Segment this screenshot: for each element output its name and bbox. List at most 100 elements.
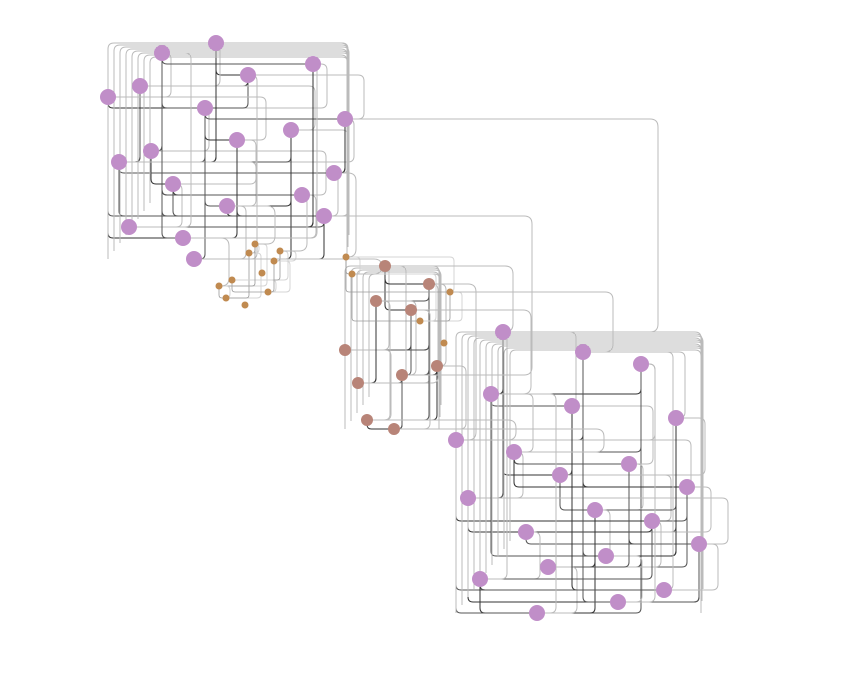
cluster-d-node (348, 270, 356, 278)
cluster-d-edge (352, 273, 437, 322)
cluster-a-node (219, 198, 235, 214)
cluster-a-edge (107, 97, 205, 109)
cluster-c-node (405, 304, 417, 316)
cluster-e-edge (514, 364, 642, 453)
cluster-d-edge (345, 257, 450, 293)
cluster-e-frame-edge (491, 393, 557, 614)
cluster-e-edge (456, 352, 584, 441)
cluster-c-node (370, 295, 382, 307)
cluster-e-node (656, 582, 672, 598)
cluster-b-node (270, 257, 278, 265)
cluster-a-edge (334, 119, 346, 174)
cluster-e-edge (480, 521, 653, 580)
cluster-a-node (283, 122, 299, 138)
cluster-c-node (388, 423, 400, 435)
cluster-a-node (111, 154, 127, 170)
cluster-e-frame-edge (503, 331, 577, 407)
cluster-e-node (587, 502, 603, 518)
cluster-e-edge (491, 332, 504, 395)
cluster-e-node (610, 594, 626, 610)
cluster-b-node (241, 301, 249, 309)
cluster-e-node (472, 571, 488, 587)
cluster-e-node (529, 605, 545, 621)
cluster-e-node (621, 456, 637, 472)
cluster-a-node (186, 251, 202, 267)
cluster-a-edge (150, 151, 173, 185)
cluster-e-edge (548, 464, 630, 568)
cluster-c-edge (384, 266, 429, 285)
cluster-a-bracket-edge (119, 46, 350, 243)
cluster-c-edge (376, 284, 430, 302)
cluster-c-bracket-edge (350, 267, 441, 421)
cluster-a-node (208, 35, 224, 51)
cluster-b-edge (231, 280, 268, 293)
cluster-e-frame-edge (664, 543, 719, 591)
cluster-c-bracket-edge (356, 269, 442, 413)
cluster-e-frame-edge (618, 363, 656, 603)
cluster-e-frame-edge (468, 497, 729, 545)
cluster-d-node (416, 317, 424, 325)
cluster-a-edge (161, 53, 302, 196)
cluster-e-frame-edge (491, 393, 534, 453)
cluster-b-node (258, 269, 266, 277)
cluster-c-edge (384, 266, 429, 285)
cluster-a-frame-edge (205, 63, 328, 109)
inter-cluster-edge (367, 419, 517, 441)
cluster-a-edge (227, 130, 292, 207)
cluster-a-node (100, 89, 116, 105)
cluster-e-edge (467, 498, 618, 603)
cluster-b-edge (268, 261, 275, 293)
inter-cluster-edge (394, 428, 605, 453)
cluster-e-edge (559, 475, 595, 511)
cluster-e-bracket-edge (485, 341, 704, 573)
cluster-b-edge (226, 253, 250, 299)
cluster-b-edge (218, 286, 226, 299)
cluster-c-edge (358, 301, 377, 384)
cluster-e-frame-edge (572, 405, 654, 465)
cluster-c-node (379, 260, 391, 272)
cluster-c-frame-edge (367, 300, 391, 421)
cluster-e-node (691, 536, 707, 552)
cluster-e-bracket-edge (503, 347, 704, 549)
inter-cluster-edge (385, 265, 514, 333)
cluster-c-frame-edge (394, 309, 431, 430)
cluster-e-bracket-edge (479, 339, 703, 581)
cluster-b-node (245, 249, 253, 257)
cluster-d-node (342, 253, 350, 261)
cluster-a-node (294, 187, 310, 203)
cluster-e-edge (467, 498, 526, 533)
cluster-e-node (564, 398, 580, 414)
cluster-c-node (361, 414, 373, 426)
cluster-e-node (575, 344, 591, 360)
cluster-c-bracket-edge (344, 265, 440, 429)
cluster-a-edge (140, 75, 249, 87)
node-layer (100, 35, 707, 621)
inter-cluster-edge (280, 194, 308, 252)
cluster-e-node (598, 548, 614, 564)
cluster-e-node (668, 410, 684, 426)
cluster-b-node (251, 240, 259, 248)
cluster-e-node (633, 356, 649, 372)
cluster-a-node (316, 208, 332, 224)
cluster-a-edge (129, 216, 325, 228)
cluster-e-edge (606, 418, 677, 557)
cluster-a-node (143, 143, 159, 159)
cluster-e-edge (537, 510, 596, 614)
cluster-a-edge (205, 75, 249, 109)
inter-cluster-edge (324, 215, 533, 376)
cluster-a-edge (161, 53, 183, 239)
cluster-b-edge (219, 244, 256, 287)
cluster-a-node (326, 165, 342, 181)
cluster-b-node (222, 294, 230, 302)
cluster-e-edge (548, 487, 688, 568)
cluster-e-bracket-edge (467, 335, 704, 597)
cluster-e-node (448, 432, 464, 448)
cluster-a-node (175, 230, 191, 246)
cluster-e-node (483, 386, 499, 402)
cluster-b-node (264, 288, 272, 296)
cluster-a-edge (161, 53, 205, 109)
cluster-e-node (552, 467, 568, 483)
edge-layer (107, 42, 729, 614)
cluster-a-node (197, 100, 213, 116)
